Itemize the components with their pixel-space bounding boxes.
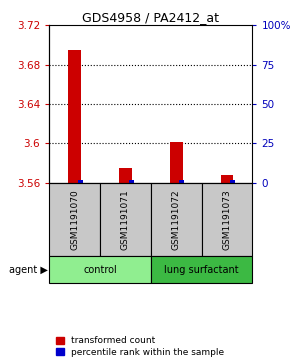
Bar: [151, 256, 252, 283]
Bar: [230, 180, 235, 183]
Bar: [49, 256, 151, 283]
Text: GSM1191073: GSM1191073: [222, 189, 231, 250]
Legend: transformed count, percentile rank within the sample: transformed count, percentile rank withi…: [54, 335, 226, 359]
Bar: [119, 168, 132, 183]
Text: GSM1191070: GSM1191070: [70, 189, 79, 250]
Text: control: control: [83, 265, 117, 275]
Bar: [179, 180, 184, 183]
Bar: [68, 50, 81, 183]
Bar: [221, 175, 233, 183]
Bar: [151, 183, 202, 256]
Bar: [100, 183, 151, 256]
Text: GSM1191071: GSM1191071: [121, 189, 130, 250]
Bar: [128, 180, 134, 183]
Text: agent ▶: agent ▶: [9, 265, 48, 275]
Bar: [202, 183, 252, 256]
Text: GSM1191072: GSM1191072: [172, 189, 181, 250]
Text: lung surfactant: lung surfactant: [164, 265, 239, 275]
Title: GDS4958 / PA2412_at: GDS4958 / PA2412_at: [82, 11, 219, 24]
Bar: [170, 142, 182, 183]
Bar: [78, 180, 83, 183]
Bar: [49, 183, 100, 256]
